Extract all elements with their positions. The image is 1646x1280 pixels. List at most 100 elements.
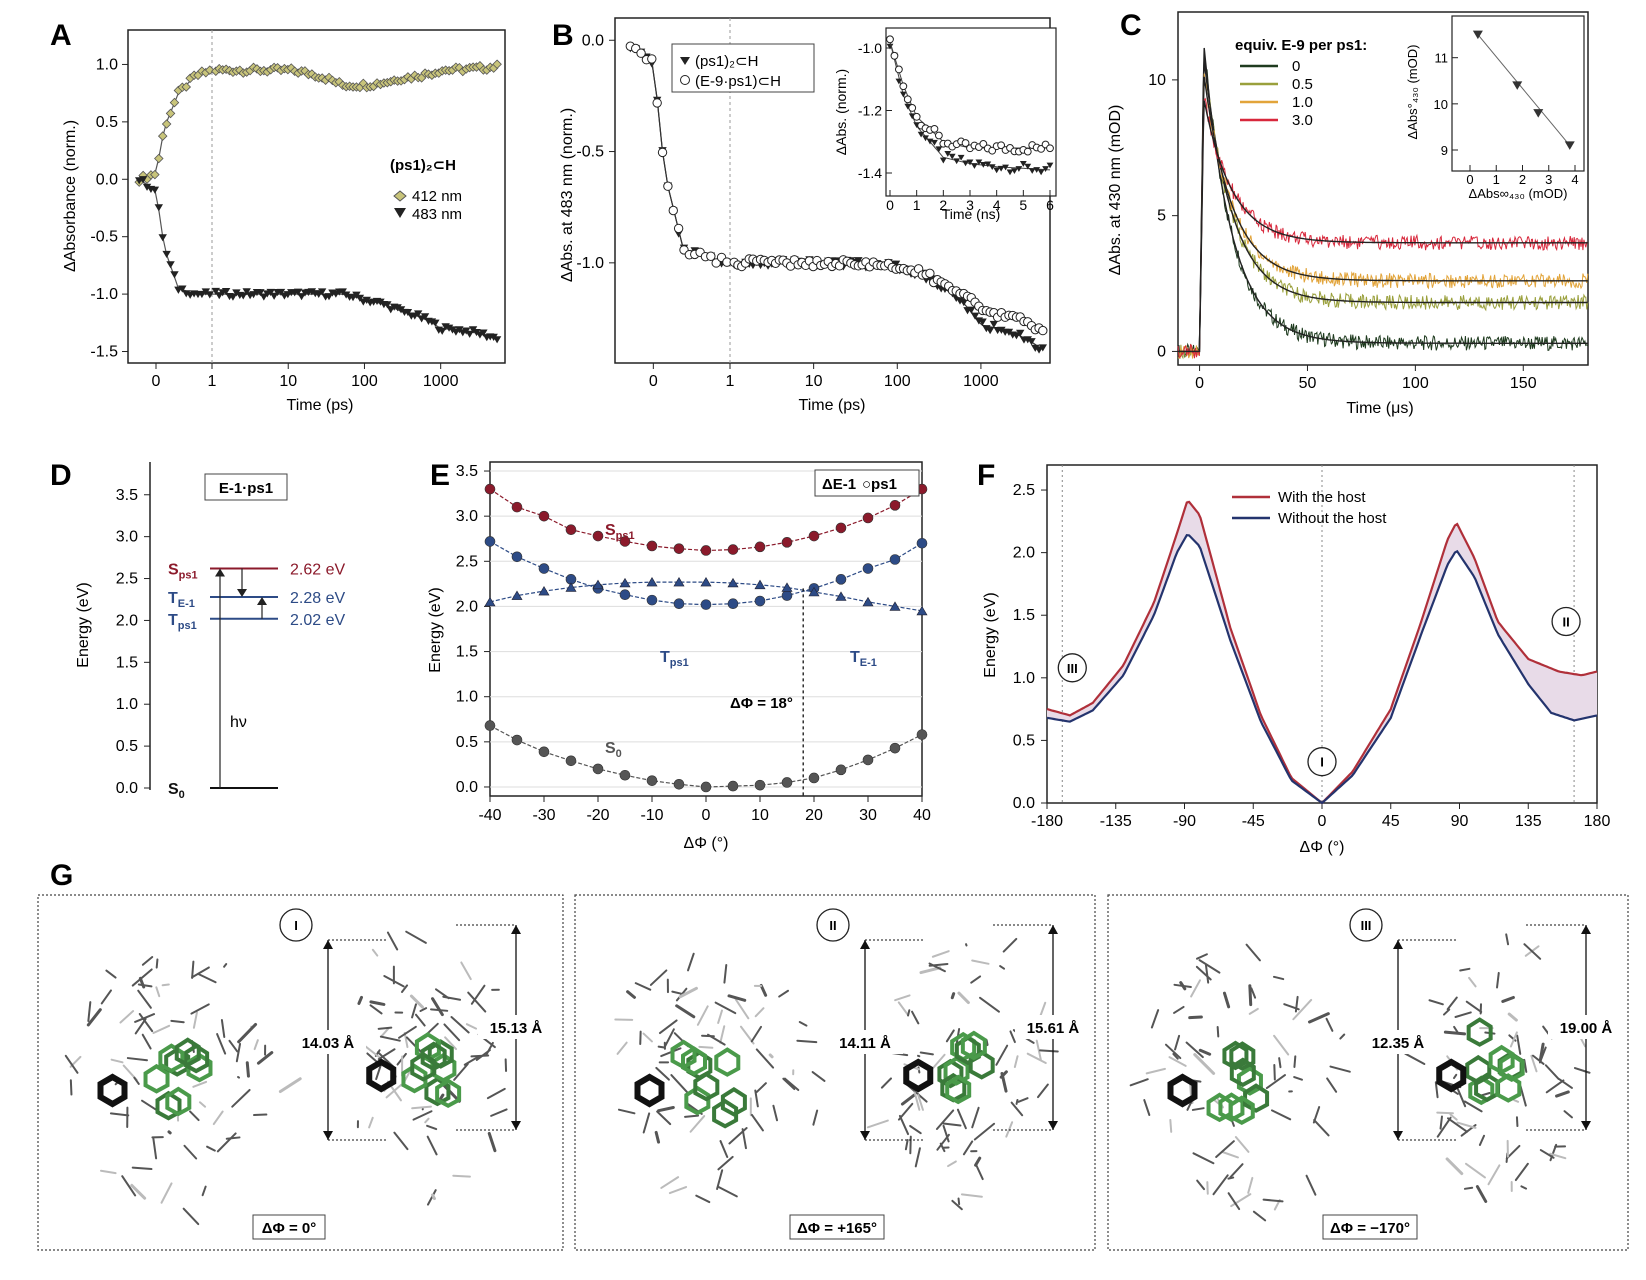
panel-e-xtick: 20 [805, 807, 823, 824]
panel-c-inset-fit [1477, 34, 1571, 146]
panel-e-point [646, 594, 658, 606]
panel-b-point [891, 260, 901, 268]
panel-e-xlabel: ΔΦ (°) [684, 835, 729, 852]
panel-e-ytick: 3.0 [456, 508, 478, 525]
panel-b-inset-point [993, 167, 1001, 174]
panel-f-legend-1: With the host [1278, 489, 1366, 506]
panel-a-xtick: 100 [351, 373, 378, 390]
panel-d-ytick: 0.0 [116, 780, 138, 797]
panel-e-point [727, 577, 739, 588]
panel-a-point [269, 292, 279, 300]
molecular-structure-image [356, 930, 508, 1206]
structure-caption: ΔΦ = +165° [797, 1220, 877, 1237]
panel-e-point [727, 544, 739, 555]
panel-e-xtick: -20 [586, 807, 609, 824]
panel-b-point [982, 325, 991, 333]
panel-a-point [276, 288, 286, 297]
panel-c-inset-point [1472, 30, 1483, 40]
panel-b-inset-point [1028, 168, 1036, 174]
panel-b-xlabel: Time (ps) [799, 397, 866, 414]
panel-e-ytick: 2.5 [456, 553, 478, 570]
panel-a-ytick: -1.5 [90, 344, 118, 361]
panel-e-point [889, 554, 901, 565]
panel-b-inset-point [1019, 161, 1027, 167]
panel-f-xtick: -135 [1100, 813, 1132, 830]
state-marker-icon [1551, 606, 1581, 637]
state-marker-icon [1349, 908, 1383, 942]
panel-b-inset-point [912, 112, 921, 121]
panel-a-point [492, 59, 502, 70]
panel-e-point [916, 729, 928, 740]
panel-b-point [978, 318, 987, 326]
panel-e-point [511, 734, 523, 746]
panel-d: 3.5 3.0 2.5 2.0 1.5 1.0 0.5 0.0 Energy (eV) E-1… [75, 462, 345, 801]
panel-e-point [538, 563, 550, 574]
panel-a-point [492, 336, 502, 344]
panel-e-point [700, 545, 712, 556]
panel-a-point [138, 176, 148, 184]
state-marker-label: I [294, 918, 298, 933]
panel-e-annotation: ΔΦ = 18° [730, 695, 793, 712]
panel-f-xtick: -45 [1242, 813, 1265, 830]
panel-b-inset-point [988, 146, 997, 155]
panel-e-xtick: 10 [751, 807, 769, 824]
caption-box [1322, 1214, 1418, 1240]
panel-b-inset-ytick: -1.4 [858, 165, 882, 181]
panel-d-ytick: 3.5 [116, 487, 138, 504]
arrowhead-icon [1048, 925, 1058, 934]
panel-b-inset-point [890, 51, 899, 60]
panel-b-point [985, 327, 995, 335]
panel-b-xtick: 1 [726, 373, 735, 390]
panel-e-point [673, 598, 685, 610]
panel-f-xtick: 135 [1515, 813, 1542, 830]
arrowhead-icon [511, 1121, 521, 1130]
panel-b-xtick: 1000 [963, 373, 999, 390]
panel-a-ytick: 0.5 [96, 114, 118, 131]
panel-b-inset-point [1046, 144, 1054, 153]
panel-c-inset-xlabel: ΔAbs∞₄₃₀ (mOD) [1469, 186, 1568, 201]
panel-c-xtick: 100 [1402, 375, 1429, 392]
panel-c-inset-point [1564, 141, 1575, 150]
panel-a-point [197, 290, 207, 299]
panel-b-point [967, 306, 976, 314]
panel-e-ytick: 0.5 [456, 734, 478, 751]
panel-b-inset-xtick: 6 [1046, 197, 1054, 213]
panel-c-xtick: 0 [1195, 375, 1204, 392]
panel-b-inset-point [1002, 164, 1009, 171]
panel-e-point [835, 764, 847, 776]
panel-b-inset-point [931, 139, 938, 146]
panel-a-point [266, 288, 275, 297]
panel-b-point [711, 258, 721, 268]
panel-a-point [150, 169, 160, 180]
panel-e-point [673, 543, 685, 554]
panel-a-point [259, 293, 269, 301]
panel-a-point [242, 288, 251, 296]
panel-e-point [862, 512, 874, 524]
panel-a-point [420, 313, 430, 321]
panel-a-point [403, 308, 413, 317]
panel-a-point [307, 288, 317, 296]
panel-a-point [169, 97, 180, 108]
panel-b-point [673, 223, 684, 234]
panel-e-xtick: -30 [532, 807, 555, 824]
panel-a-point [221, 288, 231, 296]
panel-label-d: D [50, 459, 72, 492]
panel-f-xtick: -180 [1031, 813, 1063, 830]
panel-label-b: B [552, 19, 574, 52]
panel-f-ytick: 0.0 [1013, 795, 1035, 812]
distance-left-label: 12.35 Å [1372, 1035, 1425, 1052]
panel-e-point [835, 574, 847, 585]
legend-diamond-icon [393, 190, 407, 202]
panel-b-inset-point [934, 131, 943, 140]
panel-e-ytick: 0.0 [456, 779, 478, 796]
panel-a-point [205, 291, 214, 299]
panel-e-point [835, 591, 847, 601]
panel-a-point [165, 108, 176, 119]
panel-c-inset-ytick: 10 [1434, 97, 1448, 112]
panel-e-point [673, 576, 685, 587]
structure-panel: I 14.03 Å 15.13 Å ΔΦ = 0° [37, 894, 564, 1251]
panel-d-level-label: S0 [168, 781, 185, 801]
panel-b-inset-point [899, 91, 907, 98]
panel-c-legend-title: equiv. E-9 per ps1: [1235, 37, 1367, 54]
panel-e-point [700, 599, 712, 610]
